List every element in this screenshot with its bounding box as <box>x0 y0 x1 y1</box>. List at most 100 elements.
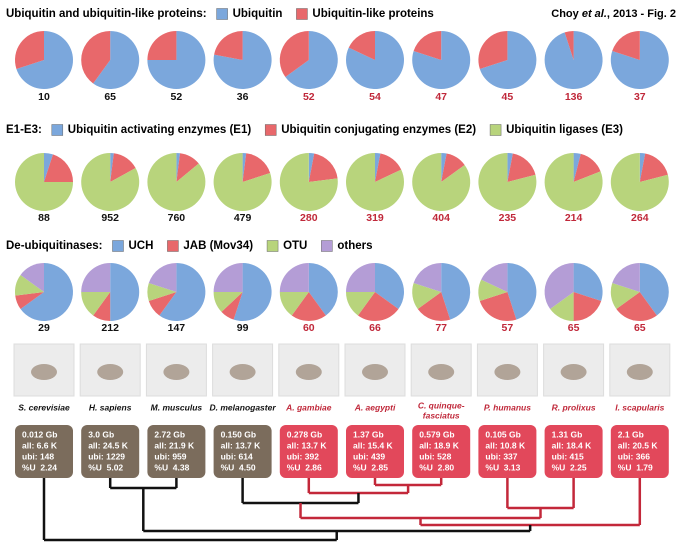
pie-slice <box>176 153 181 182</box>
species-box <box>610 425 669 478</box>
pie-slice <box>573 153 601 182</box>
pie-slice <box>15 274 44 296</box>
figure-label-author: Choy <box>551 8 582 20</box>
species-stat: %U 2.86 <box>287 462 322 472</box>
pie-slice <box>110 153 114 182</box>
species-stat: ubi: 415 <box>552 451 584 461</box>
legend-label: JAB (Mov34) <box>183 240 253 252</box>
pie-slice <box>93 292 111 321</box>
pie-slice <box>213 292 243 312</box>
pie-slice <box>550 292 574 321</box>
species-stat: ubi: 614 <box>221 451 253 461</box>
pie-slice <box>81 153 140 212</box>
pie-slice <box>81 263 111 292</box>
species-stat: all: 13.7 K <box>221 440 262 450</box>
pie-slice <box>544 263 574 310</box>
pie-slice <box>441 263 471 320</box>
species-name: M. musculus <box>151 402 203 412</box>
pie-slice <box>20 263 74 321</box>
pie-slice <box>279 153 338 211</box>
species-box <box>147 425 206 478</box>
species-silhouette <box>626 364 653 380</box>
pie-slice <box>279 30 309 78</box>
pie-total: 10 <box>38 91 50 103</box>
pie-slice <box>639 153 646 182</box>
species-stat: all: 15.4 K <box>353 440 394 450</box>
pie-slice <box>176 153 199 182</box>
pie-total: 52 <box>171 91 183 103</box>
pie-total: 280 <box>300 212 318 224</box>
pie-slice <box>147 31 177 60</box>
species-name: D. melanogaster <box>210 402 277 412</box>
pie-total: 77 <box>435 322 447 334</box>
pie-slice <box>20 263 44 292</box>
species-stat: ubi: 439 <box>353 451 385 461</box>
species-stat: all: 13.7 K <box>287 440 328 450</box>
pie-slice <box>507 153 513 182</box>
pie-total: 66 <box>369 322 381 334</box>
pie-total: 147 <box>168 322 186 334</box>
pie-total: 136 <box>565 91 583 103</box>
species-stat: ubi: 148 <box>22 451 54 461</box>
species-stat: 0.579 Gb <box>419 429 454 439</box>
species-box <box>213 425 272 478</box>
pie-slice <box>375 263 404 310</box>
species-silhouette <box>494 364 521 380</box>
pie-slice <box>417 292 451 321</box>
pie-slice <box>242 153 271 182</box>
legend-swatch <box>321 240 333 252</box>
species-stat: 1.31 Gb <box>552 429 583 439</box>
pie-slice <box>610 31 669 90</box>
pie-slice <box>357 292 399 321</box>
pie-slice <box>507 153 536 182</box>
pie-slice <box>412 153 471 212</box>
pie-slice <box>291 292 326 321</box>
species-stat: 0.150 Gb <box>221 429 256 439</box>
pie-total: 479 <box>234 212 252 224</box>
species-stat: ubi: 337 <box>485 451 517 461</box>
pie-slice <box>110 153 136 182</box>
pie-slice <box>413 31 442 60</box>
pie-total: 65 <box>634 322 646 334</box>
pie-slice <box>478 279 508 301</box>
species-stat: %U 2.85 <box>353 462 388 472</box>
pie-total: 36 <box>237 91 249 103</box>
species-stat: ubi: 959 <box>154 451 186 461</box>
section-title: E1-E3: <box>6 124 42 136</box>
species-silhouette <box>428 364 455 380</box>
pie-total: 319 <box>366 212 384 224</box>
pie-total: 52 <box>303 91 315 103</box>
species-stat: all: 10.8 K <box>485 440 526 450</box>
species-stat: 0.278 Gb <box>287 429 322 439</box>
species-silhouette <box>31 364 57 380</box>
pie-slice <box>93 31 140 89</box>
species-name: R. prolixus <box>552 402 596 412</box>
pie-slice <box>564 31 574 60</box>
pie-slice <box>44 153 53 182</box>
pie-total: 65 <box>104 91 116 103</box>
legend-label: Ubiquitin ligases (E3) <box>506 124 623 136</box>
pie-slice <box>544 153 603 211</box>
species-silhouette <box>229 364 256 380</box>
pie-slice <box>15 292 44 310</box>
species-stat: all: 20.5 K <box>618 440 659 450</box>
pie-slice <box>345 153 404 212</box>
legend-label: OTU <box>283 240 307 252</box>
pie-slice <box>44 154 73 182</box>
species-stat: %U 3.13 <box>485 462 520 472</box>
species-stat: %U 2.24 <box>22 462 57 472</box>
species-name: A. gambiae <box>285 402 332 412</box>
pie-slice <box>412 31 471 90</box>
pie-total: 88 <box>38 212 50 224</box>
pie-slice <box>285 31 338 89</box>
pie-slice <box>279 292 309 316</box>
species-photo <box>212 343 274 397</box>
pie-slice <box>81 31 111 84</box>
legend-label: Ubiquitin-like proteins <box>312 8 433 20</box>
pie-slice <box>441 153 465 182</box>
species-stat: all: 21.9 K <box>154 440 195 450</box>
species-box <box>279 425 338 478</box>
legend-swatch <box>167 240 179 252</box>
species-name: fasciatus <box>423 410 460 420</box>
